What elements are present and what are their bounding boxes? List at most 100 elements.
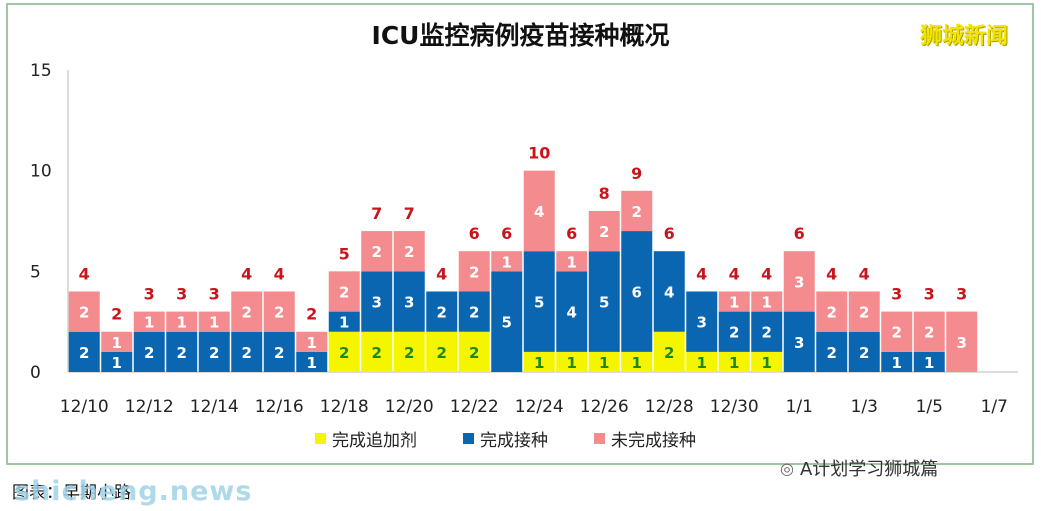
legend-swatch-booster	[315, 433, 326, 444]
data-label-complete: 2	[469, 304, 479, 322]
data-label-incomplete: 2	[79, 304, 89, 322]
bar-segment-complete	[198, 331, 230, 372]
bar-segment-incomplete	[523, 170, 555, 252]
bar-segment-booster	[393, 331, 425, 372]
legend-item-complete: 完成接种	[463, 426, 548, 451]
bar-segment-complete	[231, 331, 263, 372]
x-tick-label: 1/5	[916, 397, 943, 417]
total-label: 4	[696, 264, 707, 283]
x-tick-label: 1/1	[786, 397, 813, 417]
data-label-booster: 2	[469, 344, 479, 362]
total-label: 2	[111, 305, 122, 324]
figure-caption: 图表：早期小路	[12, 483, 131, 503]
bar-segment-complete	[816, 331, 848, 372]
data-label-booster: 1	[632, 354, 642, 372]
legend-swatch-incomplete	[594, 433, 605, 444]
total-label: 10	[528, 144, 550, 163]
bar-segment-complete	[718, 311, 750, 352]
bar-segment-booster	[426, 331, 458, 372]
x-tick-label: 12/12	[125, 397, 174, 417]
x-tick-label: 12/16	[255, 397, 304, 417]
total-label: 7	[371, 204, 382, 223]
data-label-complete: 6	[632, 283, 642, 301]
x-tick-label: 12/20	[385, 397, 434, 417]
data-label-complete: 3	[372, 294, 382, 312]
x-tick-label: 12/30	[710, 397, 759, 417]
bar-segment-complete	[913, 351, 945, 372]
data-label-complete: 2	[177, 344, 187, 362]
data-label-complete: 5	[502, 314, 512, 332]
data-label-incomplete: 1	[502, 253, 512, 271]
total-label: 4	[79, 264, 90, 283]
data-label-incomplete: 2	[404, 243, 414, 261]
data-label-incomplete: 2	[632, 203, 642, 221]
data-label-incomplete: 1	[209, 314, 219, 332]
total-label: 4	[729, 264, 740, 283]
total-label: 7	[404, 204, 415, 223]
x-tick-label: 12/22	[450, 397, 499, 417]
y-tick-label: 15	[30, 61, 52, 81]
bar-segment-incomplete	[848, 291, 880, 332]
data-label-incomplete: 2	[859, 304, 869, 322]
bar-segment-incomplete	[361, 231, 393, 272]
bar-segment-booster	[686, 351, 718, 372]
legend-label-complete: 完成接种	[480, 431, 548, 451]
data-label-complete: 4	[664, 283, 674, 301]
bar-segment-complete	[653, 251, 685, 332]
data-label-incomplete: 1	[567, 253, 577, 271]
bar-segment-booster	[523, 351, 555, 372]
x-tick-label: 12/26	[580, 397, 629, 417]
legend-item-incomplete: 未完成接种	[594, 426, 696, 451]
data-label-incomplete: 2	[242, 304, 252, 322]
data-label-incomplete: 2	[372, 243, 382, 261]
data-label-booster: 2	[664, 344, 674, 362]
total-label: 3	[176, 285, 187, 304]
data-label-booster: 2	[437, 344, 447, 362]
legend-label-booster: 完成追加剂	[332, 431, 417, 451]
data-label-complete: 2	[437, 304, 447, 322]
x-tick-label: 12/10	[60, 397, 109, 417]
y-tick-label: 5	[30, 262, 41, 282]
total-label: 3	[209, 285, 220, 304]
data-label-incomplete: 2	[924, 324, 934, 342]
bar-segment-incomplete	[263, 291, 295, 332]
data-label-complete: 2	[859, 344, 869, 362]
data-label-incomplete: 2	[892, 324, 902, 342]
bar-segment-incomplete	[296, 331, 328, 352]
total-label: 2	[306, 305, 317, 324]
bar-segment-incomplete	[458, 251, 490, 292]
data-label-incomplete: 2	[274, 304, 284, 322]
data-label-incomplete: 2	[827, 304, 837, 322]
total-label: 8	[599, 184, 610, 203]
total-label: 3	[144, 285, 155, 304]
bar-segment-complete	[491, 271, 523, 372]
data-label-booster: 1	[762, 354, 772, 372]
bar-segment-complete	[361, 271, 393, 332]
chart-title: ICU监控病例疫苗接种概况	[371, 21, 670, 50]
bar-segment-booster	[621, 351, 653, 372]
bar-segment-incomplete	[621, 190, 653, 232]
bar-segment-complete	[588, 251, 620, 352]
data-label-complete: 3	[697, 314, 707, 332]
total-label: 9	[631, 164, 642, 183]
bar-segment-incomplete	[198, 311, 230, 332]
bar-segment-complete	[458, 291, 490, 332]
bar-segment-complete	[556, 271, 588, 352]
wechat-account-name: A计划学习狮城篇	[799, 459, 939, 480]
bar-segment-complete	[783, 311, 815, 372]
total-label: 3	[891, 285, 902, 304]
x-tick-label: 12/18	[320, 397, 369, 417]
bar-segment-incomplete	[881, 311, 913, 352]
data-label-complete: 2	[762, 324, 772, 342]
bar-segment-incomplete	[946, 311, 978, 372]
data-label-complete: 1	[307, 354, 317, 372]
bar-segment-booster	[361, 331, 393, 372]
bar-segment-complete	[101, 351, 133, 372]
bar-segment-incomplete	[556, 251, 588, 272]
data-label-complete: 1	[924, 354, 934, 372]
bar-segment-complete	[426, 291, 458, 332]
data-label-booster: 1	[599, 354, 609, 372]
site-watermark: shicheng.news	[14, 476, 253, 507]
data-label-complete: 3	[794, 334, 804, 352]
data-label-complete: 1	[339, 314, 349, 332]
